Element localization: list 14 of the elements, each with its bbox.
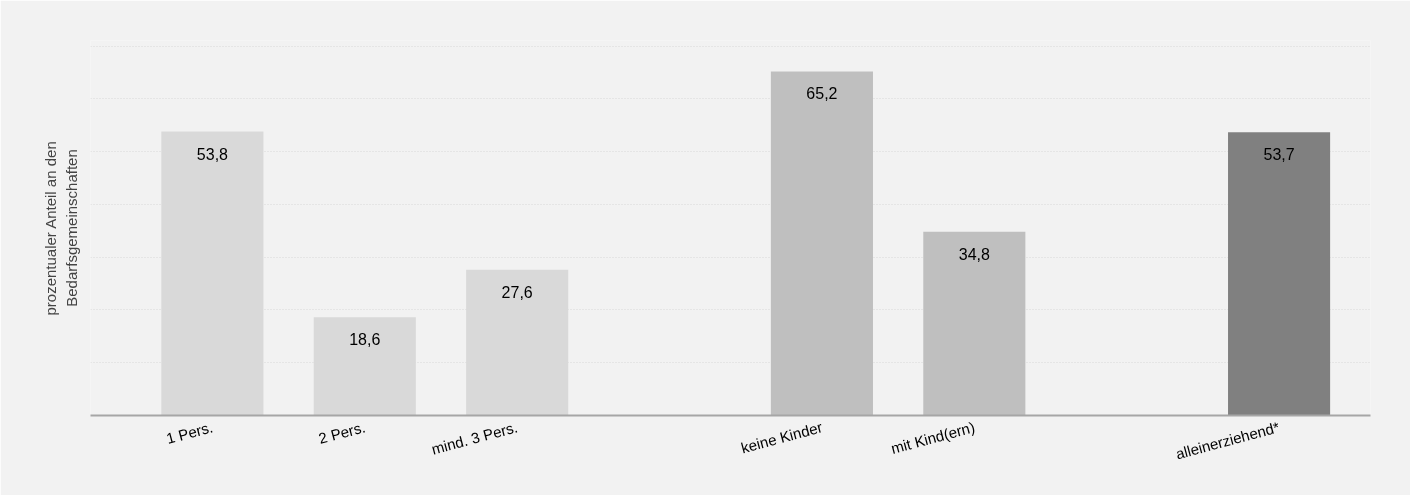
data-label: 53,7 bbox=[1263, 146, 1295, 164]
x-tick-label: mind. 3 Pers. bbox=[429, 418, 520, 458]
y-axis-title: prozentualer Anteil an den Bedarfsgemeinschaften bbox=[42, 141, 80, 316]
data-label: 18,6 bbox=[349, 331, 381, 349]
data-label: 34,8 bbox=[958, 245, 990, 263]
bar bbox=[770, 71, 873, 416]
x-tick-label: keine Kinder bbox=[739, 418, 825, 457]
data-label: 27,6 bbox=[501, 283, 533, 301]
bar bbox=[923, 231, 1026, 416]
data-label: 65,2 bbox=[806, 85, 838, 103]
x-tick-label: 2 Pers. bbox=[316, 418, 367, 448]
x-tick-label: 1 Pers. bbox=[164, 418, 215, 448]
data-label: 53,8 bbox=[196, 145, 229, 163]
bar bbox=[1228, 132, 1331, 416]
